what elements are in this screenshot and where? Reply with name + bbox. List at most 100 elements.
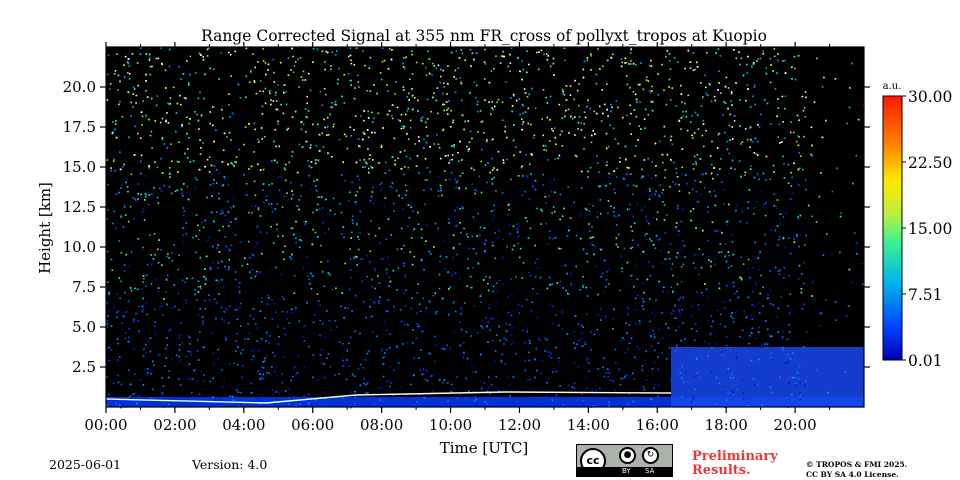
signal-pixel bbox=[268, 341, 270, 344]
signal-pixel bbox=[416, 325, 419, 327]
signal-pixel bbox=[816, 57, 818, 60]
signal-pixel bbox=[447, 218, 450, 220]
signal-pixel bbox=[649, 238, 651, 240]
signal-pixel bbox=[617, 246, 619, 248]
signal-pixel bbox=[716, 173, 719, 176]
signal-pixel bbox=[612, 210, 615, 213]
signal-pixel bbox=[216, 267, 219, 270]
signal-pixel bbox=[682, 208, 684, 211]
signal-pixel bbox=[632, 372, 634, 375]
signal-pixel bbox=[326, 116, 329, 119]
signal-pixel bbox=[294, 110, 297, 113]
signal-pixel bbox=[381, 182, 383, 184]
signal-pixel bbox=[115, 136, 118, 139]
signal-pixel bbox=[335, 103, 337, 106]
signal-pixel bbox=[574, 382, 576, 385]
signal-pixel bbox=[495, 375, 498, 378]
signal-pixel bbox=[509, 233, 511, 235]
signal-pixel bbox=[369, 298, 371, 301]
signal-pixel bbox=[286, 129, 288, 131]
signal-pixel bbox=[490, 284, 492, 286]
signal-pixel bbox=[374, 131, 376, 134]
signal-pixel bbox=[369, 305, 371, 308]
signal-pixel bbox=[766, 102, 769, 105]
signal-pixel bbox=[416, 155, 419, 157]
signal-pixel bbox=[675, 167, 677, 170]
signal-pixel bbox=[583, 122, 585, 125]
signal-pixel bbox=[483, 382, 486, 385]
signal-pixel bbox=[756, 60, 758, 62]
signal-pixel bbox=[605, 315, 607, 317]
signal-pixel bbox=[458, 188, 460, 190]
signal-pixel bbox=[109, 83, 112, 85]
signal-pixel bbox=[450, 109, 452, 112]
signal-pixel bbox=[399, 308, 402, 311]
signal-pixel bbox=[740, 175, 742, 178]
signal-pixel bbox=[695, 162, 697, 165]
signal-pixel bbox=[188, 363, 191, 366]
signal-pixel bbox=[321, 271, 324, 273]
signal-pixel bbox=[549, 65, 552, 68]
signal-pixel bbox=[252, 308, 255, 310]
signal-pixel bbox=[107, 54, 110, 56]
signal-pixel bbox=[298, 320, 301, 323]
signal-pixel bbox=[735, 356, 738, 358]
signal-pixel bbox=[702, 253, 704, 256]
signal-pixel bbox=[106, 301, 108, 304]
signal-pixel bbox=[694, 339, 696, 342]
signal-pixel bbox=[526, 220, 529, 222]
signal-pixel bbox=[113, 158, 115, 161]
signal-pixel bbox=[658, 140, 661, 142]
signal-pixel bbox=[487, 321, 489, 323]
signal-pixel bbox=[490, 317, 493, 320]
signal-pixel bbox=[814, 356, 817, 359]
signal-pixel bbox=[778, 238, 780, 241]
signal-pixel bbox=[107, 397, 109, 400]
signal-pixel bbox=[537, 68, 540, 71]
signal-pixel bbox=[369, 56, 372, 59]
signal-pixel bbox=[224, 177, 226, 180]
signal-pixel bbox=[669, 99, 672, 101]
signal-pixel bbox=[471, 52, 474, 55]
signal-pixel bbox=[356, 175, 359, 177]
aerosol-layer-top bbox=[105, 391, 672, 404]
signal-pixel bbox=[448, 313, 450, 316]
signal-pixel bbox=[162, 314, 165, 316]
signal-pixel bbox=[407, 107, 410, 110]
signal-pixel bbox=[745, 316, 748, 318]
signal-pixel bbox=[750, 165, 753, 167]
signal-pixel bbox=[374, 235, 377, 237]
signal-pixel bbox=[793, 376, 796, 379]
signal-pixel bbox=[475, 371, 477, 373]
signal-pixel bbox=[254, 246, 256, 248]
signal-pixel bbox=[317, 300, 320, 302]
signal-pixel bbox=[586, 260, 589, 263]
signal-pixel bbox=[306, 301, 308, 304]
signal-pixel bbox=[647, 332, 650, 335]
signal-pixel bbox=[750, 138, 752, 141]
signal-pixel bbox=[443, 379, 446, 381]
signal-pixel bbox=[170, 252, 173, 254]
signal-pixel bbox=[400, 168, 403, 170]
signal-pixel bbox=[405, 289, 407, 291]
signal-pixel bbox=[615, 237, 618, 240]
signal-pixel bbox=[466, 145, 468, 148]
signal-pixel bbox=[600, 120, 603, 122]
signal-pixel bbox=[264, 102, 267, 105]
signal-pixel bbox=[255, 92, 258, 95]
signal-pixel bbox=[284, 179, 287, 182]
signal-pixel bbox=[676, 176, 679, 178]
signal-pixel bbox=[620, 377, 623, 380]
signal-pixel bbox=[769, 58, 772, 60]
signal-pixel bbox=[649, 298, 651, 300]
signal-pixel bbox=[172, 86, 175, 89]
signal-pixel bbox=[221, 161, 224, 163]
signal-pixel bbox=[733, 292, 736, 295]
signal-pixel bbox=[741, 329, 744, 332]
signal-pixel bbox=[413, 357, 415, 359]
signal-pixel bbox=[488, 376, 490, 378]
signal-pixel bbox=[679, 372, 682, 374]
signal-pixel bbox=[607, 115, 609, 117]
signal-pixel bbox=[162, 385, 165, 387]
signal-pixel bbox=[681, 341, 683, 343]
